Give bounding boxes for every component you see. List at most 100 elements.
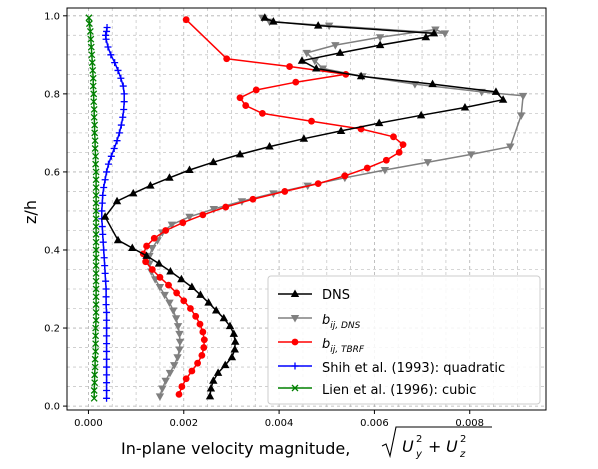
data-point-shih	[104, 43, 112, 51]
data-point-lien	[92, 176, 100, 184]
y-tick-label: 0.6	[44, 167, 60, 178]
data-point-shih	[102, 285, 110, 293]
data-point-lien	[86, 27, 94, 35]
data-point-dns	[165, 173, 174, 181]
legend-marker-dns	[290, 289, 300, 297]
data-point-shih	[98, 223, 106, 231]
data-point-bdns	[175, 346, 184, 355]
data-point-bdns	[185, 213, 194, 222]
axis-ticks: 0.000 0.002 0.004 0.006 0.008 0.0 0.2 0.4 0.6 0.8…	[44, 11, 484, 429]
y-tick-label: 0.0	[44, 402, 60, 413]
data-point-shih	[103, 355, 111, 363]
data-point-shih	[101, 262, 109, 270]
data-point-btbrf	[341, 172, 349, 180]
data-point-lien	[92, 168, 100, 176]
data-point-shih	[102, 301, 110, 309]
data-point-shih	[111, 59, 119, 67]
data-point-lien	[90, 394, 98, 402]
data-point-dns	[205, 391, 215, 400]
data-point-lien	[92, 269, 100, 277]
data-point-btbrf	[363, 164, 371, 172]
data-point-dns	[128, 243, 137, 252]
data-point-bdns	[310, 57, 320, 66]
data-point-dns	[312, 63, 321, 72]
data-point-shih	[100, 246, 108, 254]
data-point-lien	[92, 262, 100, 270]
legend-marker-shih	[291, 362, 299, 370]
data-point-shih	[115, 129, 123, 137]
data-point-dns	[421, 32, 431, 41]
data-point-lien	[92, 340, 100, 348]
data-point-btbrf	[292, 78, 300, 86]
legend-label-bdns: bij, DNS	[322, 313, 361, 331]
data-point-btbrf	[382, 156, 390, 164]
data-point-lien	[92, 238, 100, 246]
data-point-dns	[491, 87, 501, 95]
data-series	[85, 13, 528, 402]
data-point-dns	[206, 384, 216, 392]
data-point-shih	[103, 371, 111, 379]
data-point-dns	[265, 142, 274, 150]
data-point-lien	[85, 20, 93, 28]
data-point-dns	[187, 282, 197, 291]
data-point-btbrf	[162, 227, 170, 234]
data-point-shih	[119, 113, 127, 121]
data-point-lien	[87, 43, 95, 51]
data-point-shih	[107, 51, 115, 59]
data-point-bdns	[302, 49, 311, 58]
legend-marker-bdns	[290, 315, 300, 323]
legend-label-dns: DNS	[322, 288, 350, 303]
data-point-shih	[99, 191, 107, 199]
data-point-shih	[100, 184, 108, 192]
data-point-btbrf	[200, 336, 208, 344]
data-point-lien	[92, 191, 100, 199]
data-point-dns	[209, 157, 218, 166]
data-point-dns	[196, 290, 205, 298]
data-point-lien	[92, 199, 100, 207]
data-point-lien	[89, 74, 97, 82]
legend-swatch-dns	[278, 289, 312, 297]
data-point-bdns	[169, 307, 178, 315]
data-point-shih	[103, 394, 111, 402]
data-point-dns	[335, 48, 345, 56]
data-point-shih	[113, 137, 121, 145]
data-point-shih	[102, 293, 110, 301]
data-point-shih	[103, 363, 111, 371]
series-line-lien	[88, 17, 97, 399]
x-axis-label: In-plane velocity magnitude,	[121, 439, 350, 458]
plot-frame	[66, 7, 547, 411]
data-point-dns	[231, 337, 240, 345]
data-point-dns	[374, 118, 384, 127]
data-point-shih	[104, 160, 112, 168]
data-point-shih	[103, 386, 111, 394]
data-point-lien	[92, 223, 100, 231]
data-point-btbrf	[200, 344, 208, 351]
data-point-dns	[230, 345, 239, 353]
data-point-dns	[227, 352, 237, 361]
data-point-dns	[154, 259, 164, 267]
data-point-dns	[356, 71, 366, 80]
legend-swatch-shih	[278, 362, 312, 370]
x-tick-label: 0.004	[265, 418, 294, 429]
data-point-lien	[89, 66, 97, 74]
x-axis-label-group: In-plane velocity magnitude, U 2 y + U 2…	[121, 426, 492, 460]
data-point-bdns	[167, 221, 177, 230]
data-point-lien	[91, 137, 99, 145]
data-point-lien	[92, 184, 100, 191]
data-point-btbrf	[390, 133, 397, 141]
data-point-dns	[112, 196, 122, 205]
data-point-btbrf	[148, 266, 156, 273]
data-point-dns	[375, 40, 385, 49]
data-point-btbrf	[314, 180, 322, 188]
data-point-shih	[120, 90, 128, 98]
data-point-bdns	[158, 385, 167, 394]
data-point-dns	[460, 103, 470, 111]
data-point-btbrf	[399, 141, 407, 149]
data-point-lien	[92, 285, 100, 293]
formula-sq-1: 2	[416, 434, 422, 445]
data-point-btbrf	[175, 390, 183, 398]
data-point-shih	[107, 152, 115, 160]
data-point-lien	[91, 363, 99, 371]
data-point-lien	[91, 121, 99, 129]
data-point-bdns	[375, 34, 385, 42]
